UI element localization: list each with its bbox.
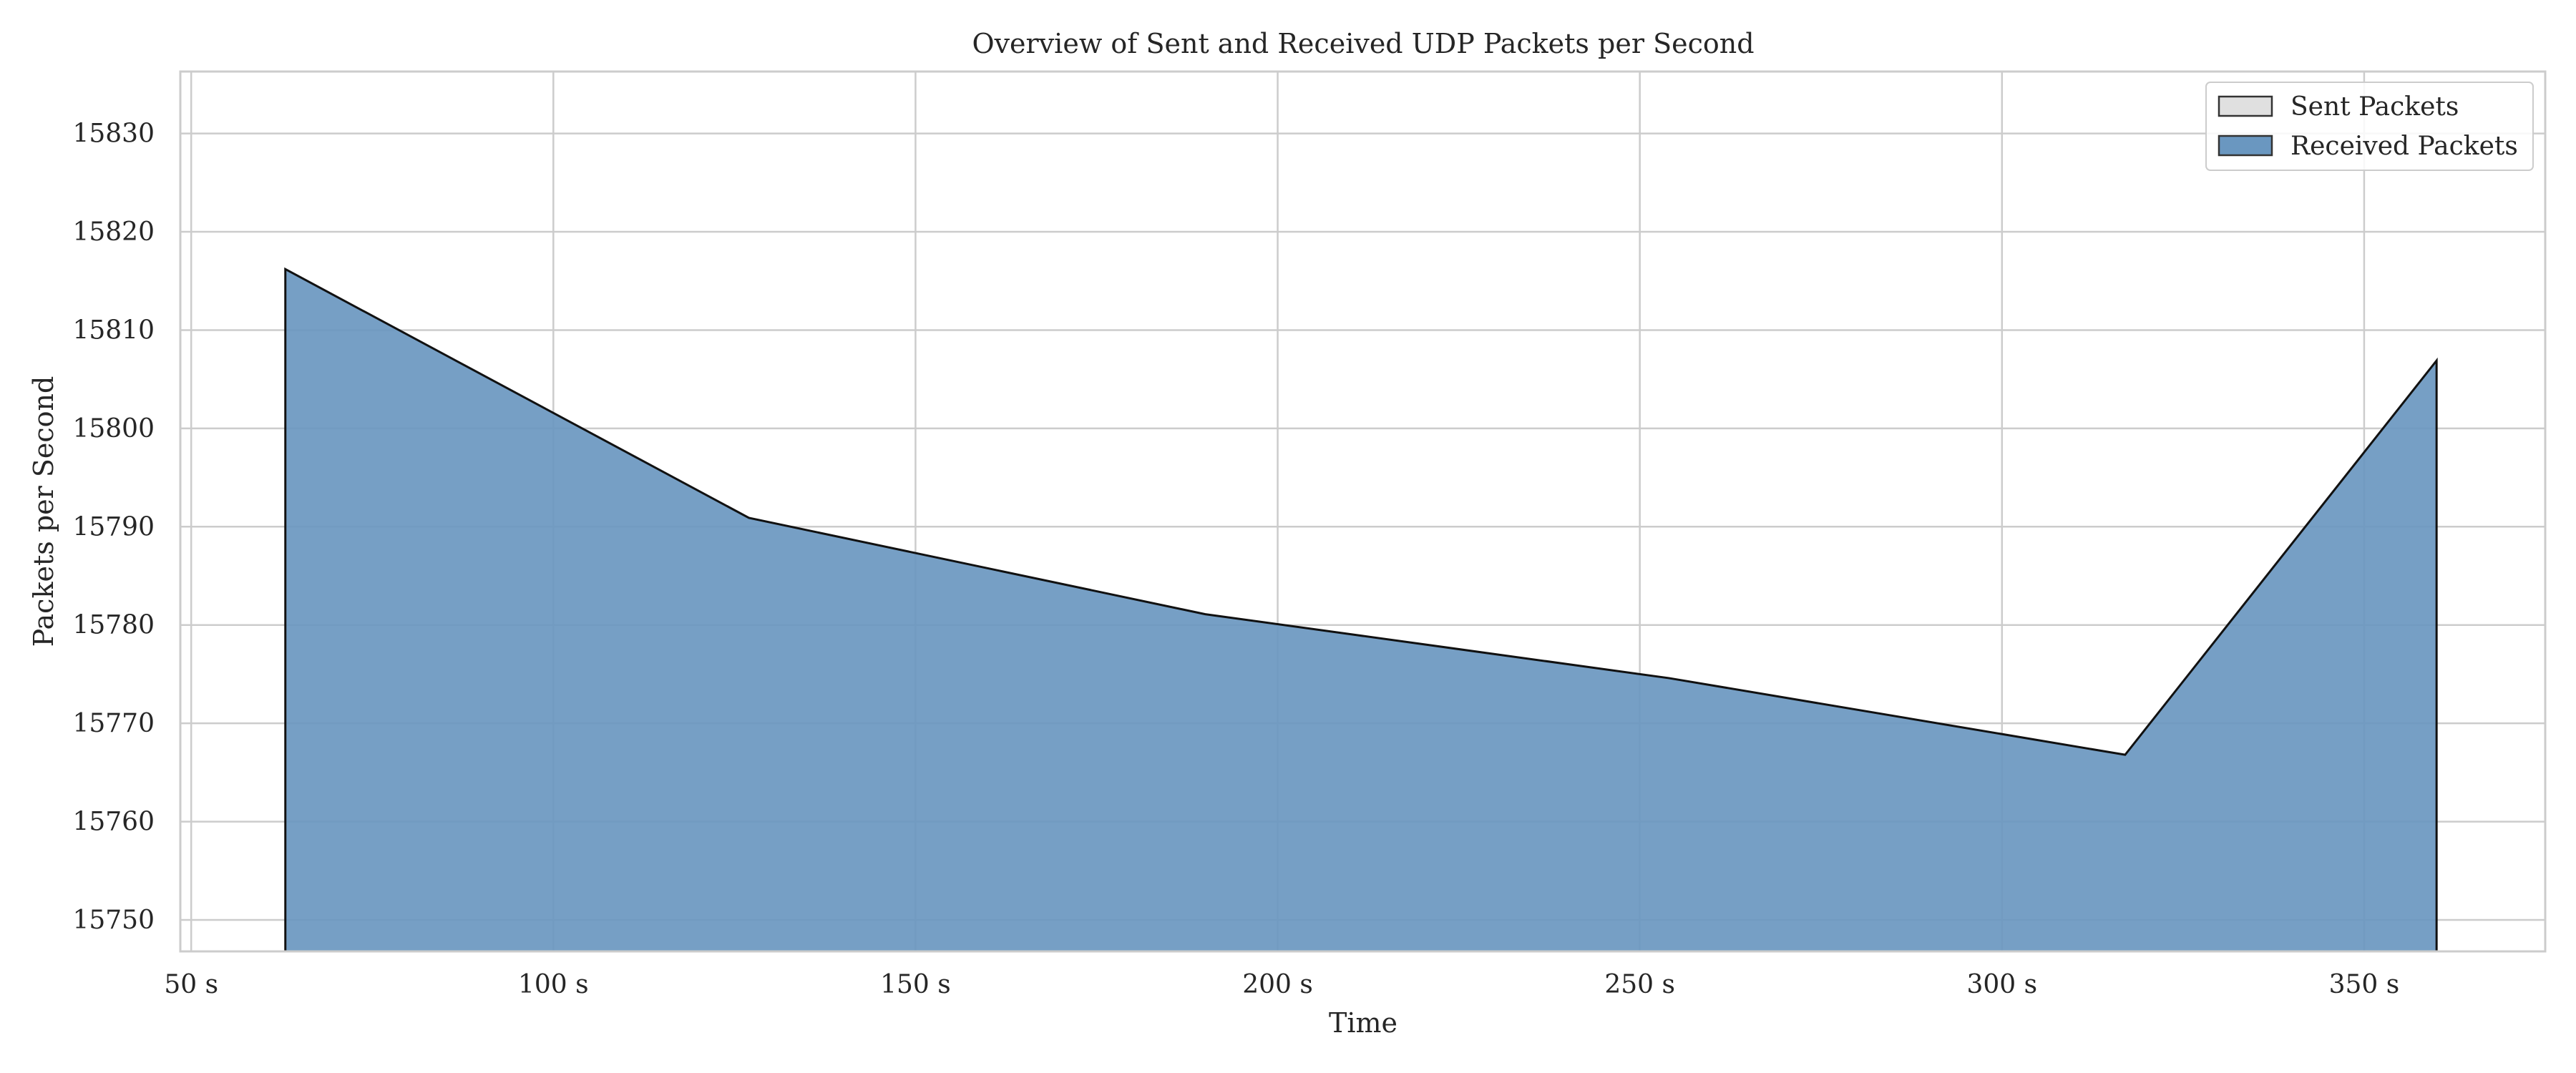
y-tick-label: 15800: [72, 414, 155, 444]
legend-label: Sent Packets: [2290, 92, 2459, 122]
legend-swatch: [2218, 134, 2273, 157]
legend: Sent Packets Received Packets: [2205, 82, 2534, 171]
plot-series: [284, 267, 2438, 952]
y-tick-label: 15770: [72, 709, 155, 738]
data-point: [748, 517, 750, 519]
x-axis-ticks: 50 s 100 s 150 s 200 s 250 s 300 s 350 s: [164, 970, 2399, 999]
x-tick-label: 350 s: [2329, 970, 2400, 999]
area-fill-received-packets: [285, 269, 2437, 952]
legend-label: Received Packets: [2290, 132, 2518, 161]
y-tick-label: 15780: [72, 611, 155, 640]
x-tick-label: 50 s: [164, 970, 218, 999]
x-tick-label: 250 s: [1604, 970, 1675, 999]
y-tick-label: 15820: [72, 217, 155, 247]
chart-title: Overview of Sent and Received UDP Packet…: [972, 28, 1754, 59]
legend-frame: [2205, 82, 2534, 171]
x-axis-label: Time: [1329, 1007, 1397, 1039]
legend-swatch: [2218, 95, 2273, 117]
x-tick-label: 150 s: [880, 970, 951, 999]
x-tick-label: 300 s: [1966, 970, 2037, 999]
x-tick-label: 100 s: [518, 970, 589, 999]
y-tick-label: 15750: [72, 906, 155, 935]
area-outline-received-packets: [284, 267, 2438, 951]
y-tick-label: 15830: [72, 119, 155, 149]
x-tick-label: 200 s: [1242, 970, 1313, 999]
y-axis-ticks: 15750 15760 15770 15780 15790 15800 15810 15820…: [72, 119, 155, 935]
y-tick-label: 15810: [72, 315, 155, 345]
y-tick-label: 15790: [72, 512, 155, 542]
plot-frame: [179, 70, 2547, 953]
y-axis-label: Packets per Second: [28, 376, 59, 647]
data-point: [285, 268, 286, 270]
y-tick-label: 15760: [72, 808, 155, 837]
